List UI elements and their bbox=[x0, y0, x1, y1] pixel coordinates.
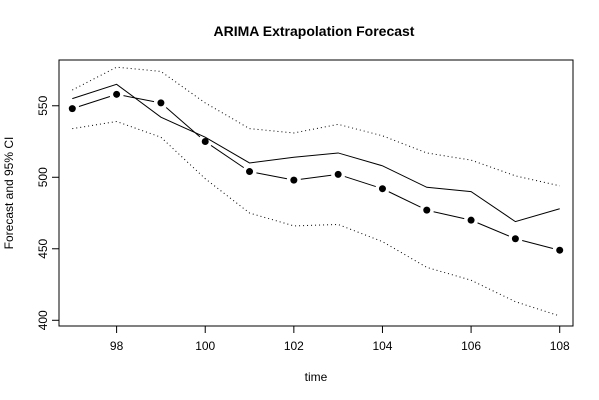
y-tick-label: 500 bbox=[36, 167, 50, 187]
y-axis: 400 450 500 550 bbox=[36, 95, 60, 330]
series-segment bbox=[477, 222, 510, 237]
series-layer bbox=[68, 66, 564, 317]
forecast-point bbox=[423, 206, 431, 214]
y-tick-label: 400 bbox=[36, 310, 50, 330]
series-line-2 bbox=[68, 90, 564, 254]
series-segment bbox=[522, 240, 554, 249]
forecast-point bbox=[334, 170, 342, 178]
forecast-point bbox=[511, 235, 519, 243]
forecast-point bbox=[246, 168, 254, 176]
series-segment bbox=[300, 174, 332, 180]
x-tick-label: 100 bbox=[195, 339, 215, 353]
series-segment bbox=[165, 107, 201, 138]
x-tick-label: 106 bbox=[461, 339, 481, 353]
series-line-1 bbox=[72, 83, 560, 223]
forecast-point bbox=[467, 216, 475, 224]
forecast-point bbox=[113, 90, 121, 98]
chart-title: ARIMA Extrapolation Forecast bbox=[214, 23, 415, 39]
x-tick-label: 108 bbox=[550, 339, 570, 353]
y-tick-label: 550 bbox=[36, 95, 50, 115]
forecast-point bbox=[378, 185, 386, 193]
forecast-point bbox=[556, 246, 564, 254]
y-tick-label: 450 bbox=[36, 238, 50, 258]
y-axis-label: Forecast and 95% CI bbox=[2, 137, 16, 250]
x-tick-label: 102 bbox=[284, 339, 304, 353]
forecast-point bbox=[201, 138, 209, 146]
series-segment bbox=[388, 191, 421, 208]
x-tick-label: 98 bbox=[110, 339, 124, 353]
forecast-point bbox=[157, 99, 165, 107]
series-segment bbox=[344, 176, 376, 188]
series-segment bbox=[210, 145, 245, 169]
forecast-point bbox=[68, 105, 76, 113]
forecast-point bbox=[290, 176, 298, 184]
x-tick-label: 104 bbox=[372, 339, 392, 353]
series-segment bbox=[256, 172, 288, 180]
series-segment bbox=[433, 211, 465, 220]
series-segment bbox=[123, 95, 155, 103]
series-segment bbox=[78, 95, 111, 107]
x-axis-label: time bbox=[305, 370, 328, 384]
x-axis: 98 100 102 104 106 108 bbox=[110, 325, 570, 353]
series-line-4 bbox=[72, 120, 560, 317]
